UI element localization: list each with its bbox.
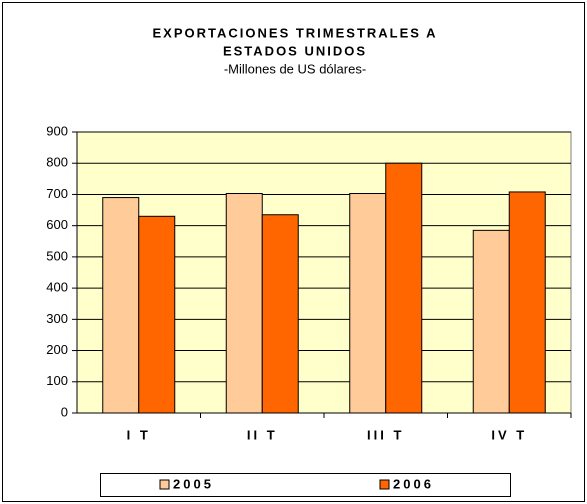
legend-label: 2005 bbox=[173, 476, 214, 491]
legend-swatch bbox=[159, 479, 170, 490]
y-tick-label: 900 bbox=[46, 123, 68, 138]
x-tick-label: IV T bbox=[491, 427, 527, 442]
y-tick-label: 0 bbox=[61, 404, 68, 419]
x-tick-label: II T bbox=[247, 427, 278, 442]
bar bbox=[508, 191, 546, 414]
y-tick-label: 400 bbox=[46, 280, 68, 295]
y-tick-label: 700 bbox=[46, 186, 68, 201]
y-tick-label: 500 bbox=[46, 248, 68, 263]
y-tick-label: 600 bbox=[46, 217, 68, 232]
legend-swatch bbox=[379, 479, 390, 490]
chart-title: EXPORTACIONES TRIMESTRALES A bbox=[153, 25, 438, 40]
x-tick-label: III T bbox=[367, 427, 404, 442]
y-tick-label: 300 bbox=[46, 311, 68, 326]
chart-subtitle: -Millones de US dólares- bbox=[224, 61, 366, 76]
bar bbox=[385, 162, 423, 414]
legend-box bbox=[100, 473, 511, 497]
bar bbox=[102, 197, 140, 414]
chart-title: ESTADOS UNIDOS bbox=[223, 43, 367, 58]
bar bbox=[349, 193, 387, 414]
bar bbox=[472, 229, 510, 414]
y-tick-label: 100 bbox=[46, 373, 68, 388]
legend-label: 2006 bbox=[393, 476, 434, 491]
bar bbox=[261, 214, 299, 414]
x-tick-label: I T bbox=[127, 427, 151, 442]
y-tick-label: 200 bbox=[46, 342, 68, 357]
bar bbox=[138, 215, 176, 414]
y-tick-label: 800 bbox=[46, 155, 68, 170]
bar bbox=[225, 193, 263, 414]
